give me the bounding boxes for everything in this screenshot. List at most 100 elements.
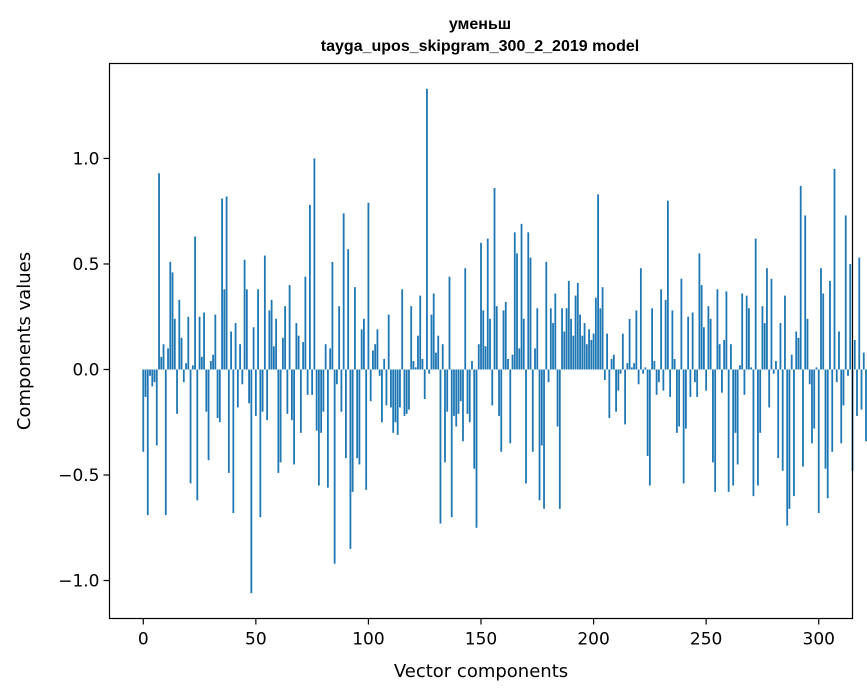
bar: [403, 369, 406, 416]
bar: [162, 344, 165, 370]
bar: [574, 295, 577, 370]
bar: [151, 369, 154, 387]
bar: [648, 369, 651, 486]
bar: [385, 369, 388, 406]
bar: [232, 369, 235, 513]
bar: [788, 369, 791, 509]
bar: [308, 204, 311, 370]
bar: [579, 314, 581, 370]
bar: [619, 369, 622, 374]
bar: [684, 369, 687, 429]
bar: [725, 291, 728, 370]
x-tick-label: 150: [465, 630, 497, 650]
bar: [651, 308, 654, 370]
bar: [367, 202, 370, 370]
bar: [741, 293, 744, 370]
bar: [772, 369, 775, 374]
bar: [840, 369, 843, 444]
bar: [196, 369, 199, 501]
bar: [336, 369, 338, 385]
bar: [860, 369, 863, 410]
bar: [288, 285, 291, 370]
bar: [248, 369, 250, 404]
bar: [142, 369, 145, 452]
bar: [712, 369, 714, 463]
bar: [739, 365, 741, 370]
bar: [865, 369, 867, 442]
bar: [721, 369, 723, 393]
bar: [498, 369, 500, 416]
bar: [856, 369, 858, 416]
bar: [187, 316, 190, 370]
bar: [194, 236, 196, 370]
bar: [727, 369, 730, 492]
bar: [554, 293, 557, 370]
bar: [644, 367, 647, 370]
bar: [804, 215, 807, 370]
bar: [815, 367, 818, 370]
bar: [223, 289, 226, 370]
bar: [716, 289, 719, 370]
bar: [259, 369, 262, 518]
bar: [761, 306, 764, 370]
bar: [655, 369, 658, 395]
x-axis-ticks: 0 50 100 150 200 250 300: [138, 618, 835, 650]
bar: [745, 295, 748, 370]
bar-series: [142, 88, 867, 594]
bar: [207, 369, 210, 461]
bar: [356, 369, 359, 459]
bar: [417, 335, 419, 370]
bar: [173, 318, 176, 370]
bar: [331, 261, 334, 370]
bar: [502, 310, 505, 370]
bar: [779, 323, 782, 370]
bar: [775, 361, 777, 370]
bar: [410, 306, 413, 370]
bar: [691, 312, 694, 370]
bar: [813, 369, 816, 429]
bar: [608, 369, 611, 419]
bar: [459, 369, 462, 402]
bar: [583, 323, 586, 370]
bar: [324, 344, 327, 370]
bar: [363, 318, 365, 370]
bar: [444, 369, 446, 463]
y-axis-label: Components values: [14, 252, 35, 430]
bar: [171, 272, 174, 370]
bar: [570, 318, 572, 370]
bar: [394, 369, 397, 423]
bar: [700, 285, 703, 370]
bar: [272, 346, 275, 370]
bar: [482, 310, 485, 370]
bar: [225, 196, 228, 370]
bar: [549, 308, 552, 370]
bar: [493, 188, 496, 370]
bar: [277, 369, 280, 473]
bar: [435, 352, 437, 370]
bar: [714, 369, 717, 492]
bar: [853, 339, 856, 370]
bar: [495, 306, 498, 370]
bar: [831, 369, 834, 452]
bar: [155, 369, 158, 446]
bar: [635, 310, 638, 370]
bar: [209, 361, 212, 370]
bar: [563, 331, 566, 370]
bar: [311, 369, 314, 395]
bar: [347, 249, 350, 370]
bar: [329, 348, 332, 370]
bar: [835, 369, 838, 383]
bar: [610, 358, 613, 370]
bar: [529, 257, 532, 370]
bar: [822, 293, 825, 370]
bar: [221, 198, 223, 370]
bar: [365, 369, 368, 490]
bar: [802, 369, 804, 467]
bar: [428, 369, 431, 374]
bar: [642, 369, 645, 374]
bar: [513, 232, 516, 370]
bar: [522, 318, 525, 370]
bar: [696, 369, 699, 397]
bar: [491, 369, 494, 406]
